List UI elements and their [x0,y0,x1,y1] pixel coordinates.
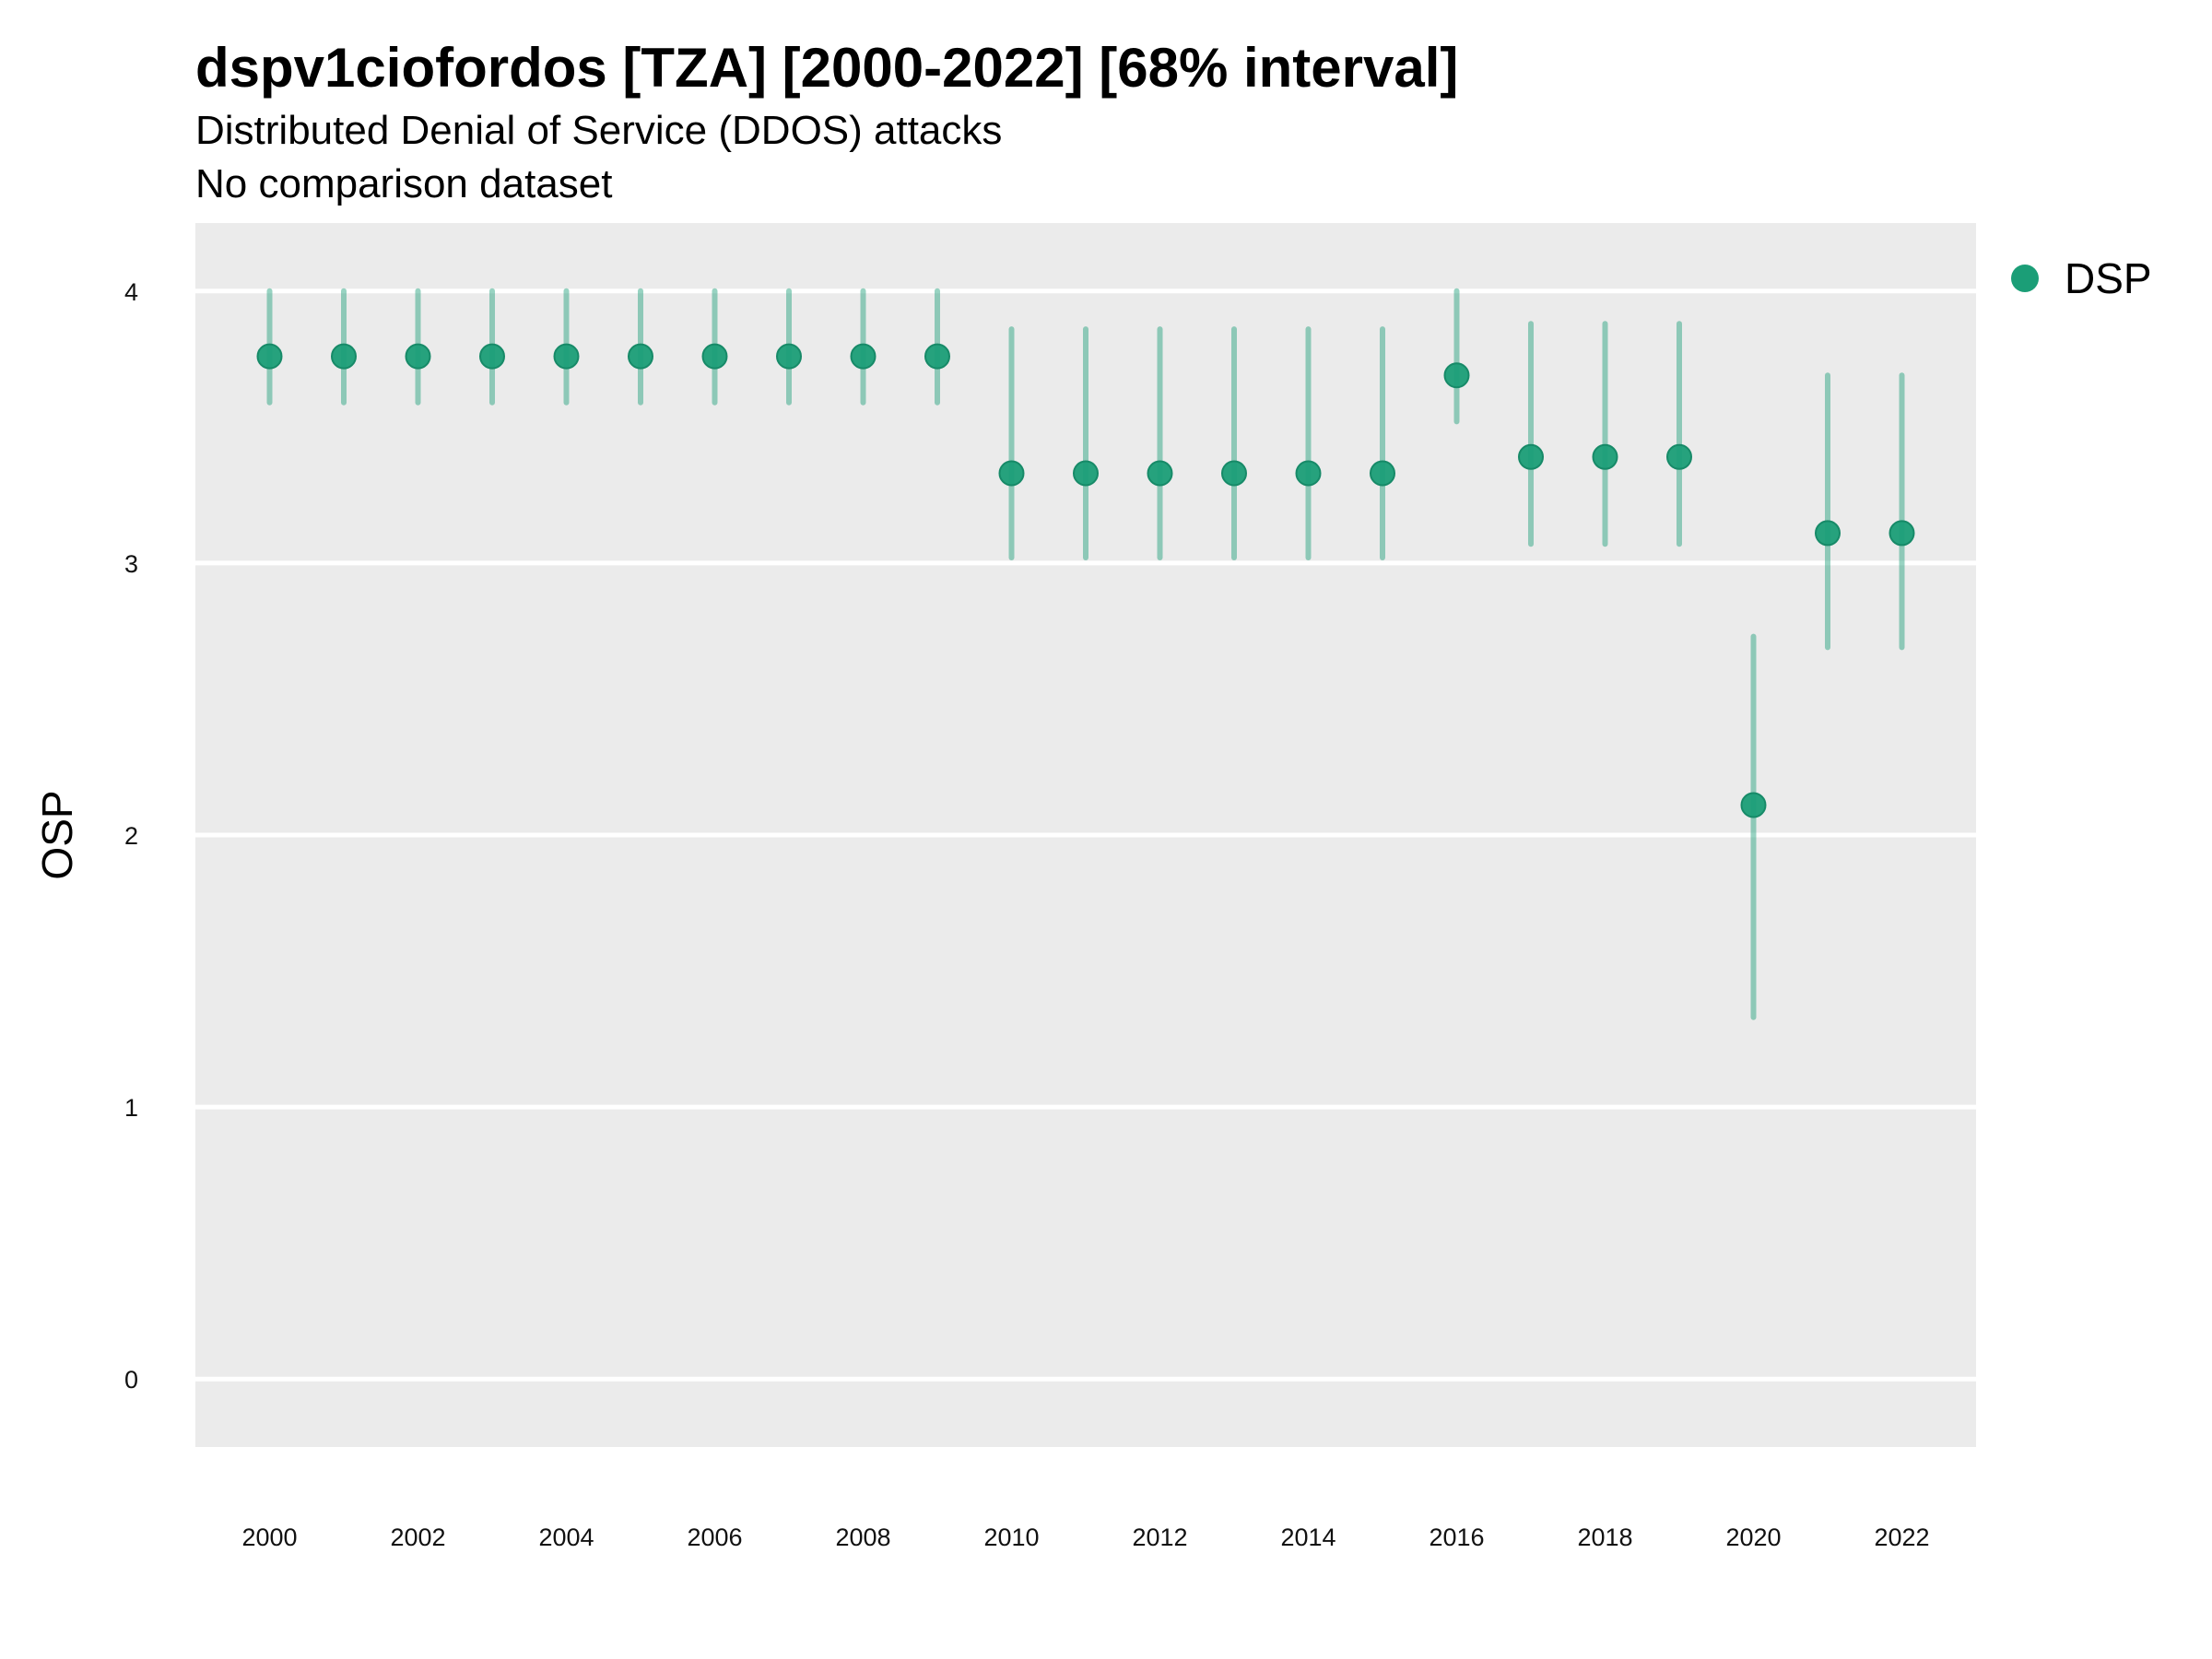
y-tick-label: 1 [124,1094,138,1122]
data-point [1147,460,1173,487]
x-tick-label: 2010 [983,1524,1039,1551]
data-point [776,343,802,370]
data-point [1073,460,1099,487]
y-tick-label: 2 [124,822,138,850]
data-point [1221,460,1247,487]
data-point [553,343,580,370]
data-point [1443,362,1470,389]
x-tick-label: 2022 [1874,1524,1929,1551]
chart-subtitle-2: No comparison dataset [195,161,612,206]
data-point [924,343,950,370]
data-point [850,343,877,370]
x-tick-label: 2012 [1132,1524,1187,1551]
x-tick-label: 2000 [241,1524,297,1551]
x-tick-label: 2002 [390,1524,445,1551]
data-point [1815,520,1841,547]
legend: DSP [2011,254,2152,302]
x-tick-label: 2006 [687,1524,742,1551]
x-tick-label: 2018 [1577,1524,1632,1551]
x-tick-label: 2004 [538,1524,594,1551]
chart-subtitle: Distributed Denial of Service (DDOS) att… [195,108,1002,153]
y-tick-label: 0 [124,1366,138,1394]
legend-label-dsp: DSP [2065,254,2152,302]
data-point [701,343,728,370]
data-point [1370,460,1395,487]
data-point [1295,460,1322,487]
data-point [479,343,505,370]
y-tick-label: 4 [124,278,138,306]
legend-swatch-dsp [2011,265,2039,292]
data-point [1888,520,1915,547]
data-point [628,343,653,370]
y-axis-label: OSP [33,790,81,879]
data-points [256,343,1915,818]
data-point [331,343,357,370]
chart-title: dspv1ciofordos [TZA] [2000-2022] [68% in… [195,37,1458,99]
data-point [998,460,1025,487]
data-point [256,343,283,370]
x-tick-label: 2016 [1429,1524,1484,1551]
x-tick-label: 2020 [1725,1524,1781,1551]
x-axis: 2000 2002 2004 2006 2008 2010 2012 2014 2016 2018… [241,1524,1929,1551]
data-point [1592,443,1618,470]
y-axis: 0 1 2 3 4 [124,278,138,1394]
y-tick-label: 3 [124,550,138,578]
data-point [1518,443,1544,470]
data-point [1740,792,1767,818]
data-point [405,343,431,370]
grid-lines [195,288,1976,1382]
data-point [1666,443,1692,470]
x-tick-label: 2008 [835,1524,890,1551]
x-tick-label: 2014 [1280,1524,1335,1551]
